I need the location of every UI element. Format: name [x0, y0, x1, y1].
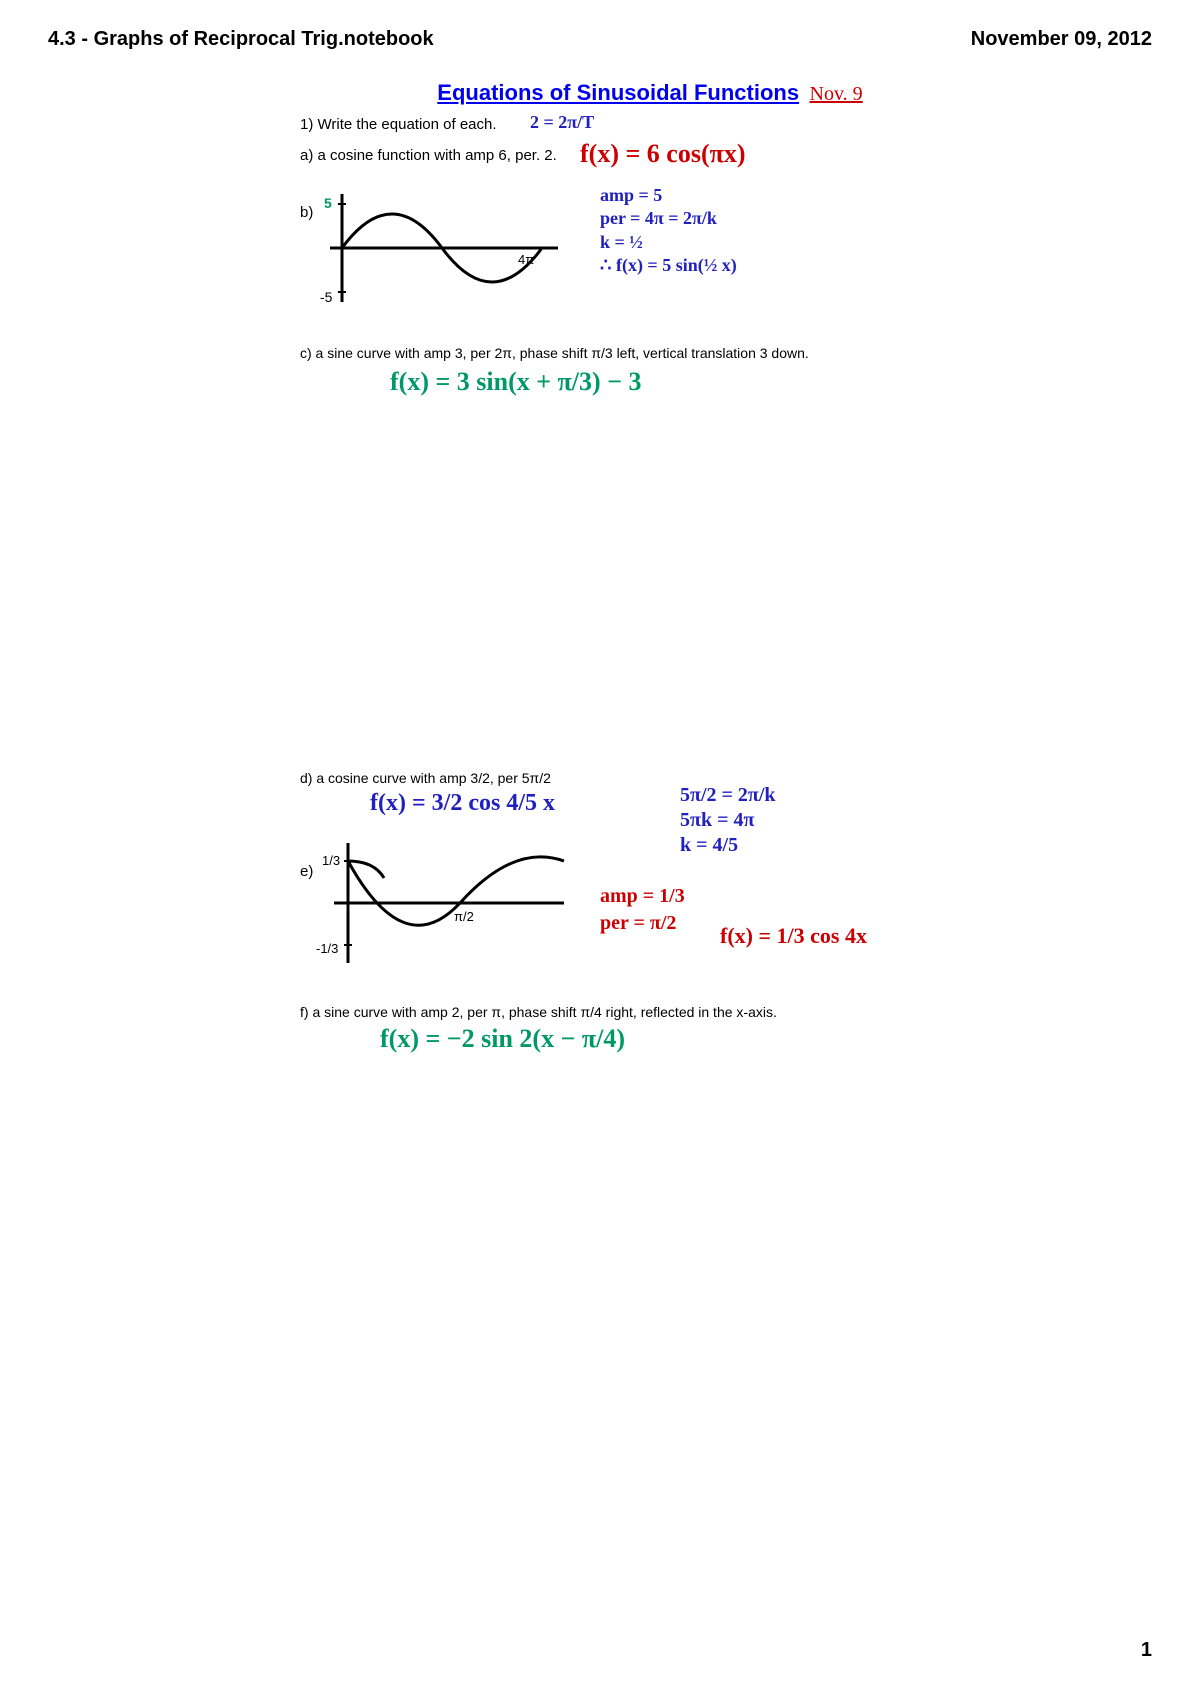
part-b: b) 5 -5 4π amp = 5 per = 4π = 2π/k k = ½…: [300, 184, 940, 324]
part-e-answer: f(x) = 1/3 cos 4x: [720, 923, 867, 949]
d-work-2: 5πk = 4π: [680, 808, 776, 833]
e-work-2: per = π/2: [600, 910, 685, 937]
part-f-prompt: f) a sine curve with amp 2, per π, phase…: [300, 1003, 940, 1022]
blank-space: [300, 397, 940, 743]
b-work-4: ∴ f(x) = 5 sin(½ x): [600, 254, 737, 277]
part-c: c) a sine curve with amp 3, per 2π, phas…: [300, 344, 940, 397]
part-f: f) a sine curve with amp 2, per π, phase…: [300, 1003, 940, 1054]
part-d: d) a cosine curve with amp 3/2, per 5π/2…: [300, 769, 940, 817]
part-a: a) a cosine function with amp 6, per. 2.…: [300, 147, 940, 164]
svg-text:π/2: π/2: [454, 909, 474, 924]
b-work-1: amp = 5: [600, 184, 737, 207]
page-title-row: Equations of Sinusoidal Functions Nov. 9: [300, 80, 940, 106]
notebook-title: 4.3 - Graphs of Reciprocal Trig.notebook: [48, 28, 434, 51]
title-date-annotation: Nov. 9: [810, 83, 863, 105]
page-content: Equations of Sinusoidal Functions Nov. 9…: [300, 80, 940, 1054]
d-work-1: 5π/2 = 2π/k: [680, 783, 776, 808]
part-c-answer: f(x) = 3 sin(x + π/3) − 3: [390, 367, 940, 397]
svg-text:-5: -5: [320, 289, 333, 305]
svg-text:4π: 4π: [518, 252, 534, 267]
q1-prompt: 1) Write the equation of each. 2 = 2π/T: [300, 116, 940, 133]
svg-text:-1/3: -1/3: [316, 941, 338, 956]
e-work-1: amp = 1/3: [600, 883, 685, 910]
page-header: 4.3 - Graphs of Reciprocal Trig.notebook…: [48, 28, 1152, 51]
part-d-answer: f(x) = 3/2 cos 4/5 x: [370, 790, 940, 817]
part-b-graph: 5 -5 4π: [318, 184, 568, 314]
part-a-answer: f(x) = 6 cos(πx): [580, 139, 746, 169]
b-work-3: k = ½: [600, 231, 737, 254]
svg-text:1/3: 1/3: [322, 853, 340, 868]
part-e-graph: 1/3 -1/3 π/2: [314, 833, 574, 973]
page-title: Equations of Sinusoidal Functions: [437, 80, 799, 105]
svg-text:5: 5: [324, 195, 332, 211]
part-b-label: b): [300, 204, 313, 221]
b-work-2: per = 4π = 2π/k: [600, 207, 737, 230]
q1-annotation: 2 = 2π/T: [530, 112, 594, 133]
part-c-prompt: c) a sine curve with amp 3, per 2π, phas…: [300, 344, 940, 363]
header-date: November 09, 2012: [971, 28, 1152, 51]
page-number: 1: [1141, 1639, 1152, 1662]
part-f-answer: f(x) = −2 sin 2(x − π/4): [380, 1024, 940, 1054]
part-d-prompt: d) a cosine curve with amp 3/2, per 5π/2: [300, 769, 940, 788]
part-e-label: e): [300, 863, 313, 880]
part-a-prompt: a) a cosine function with amp 6, per. 2.: [300, 147, 557, 164]
part-e: e) 1/3 -1/3 π/2 amp = 1/3 per = π/2 f(x)…: [300, 833, 940, 983]
